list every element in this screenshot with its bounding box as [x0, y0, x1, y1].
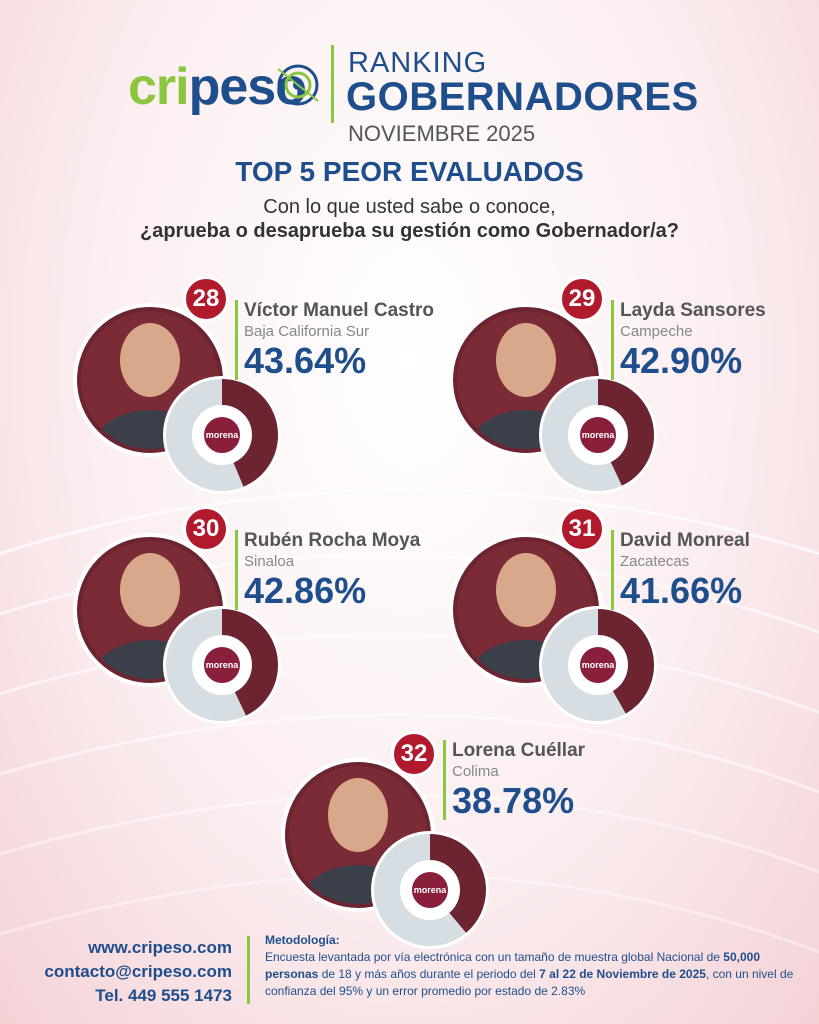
governor-state: Campeche [620, 323, 693, 340]
governor-chart [73, 303, 281, 494]
governor-name: Víctor Manuel Castro [244, 300, 435, 321]
donut-approve-slice [542, 609, 654, 721]
governor-chart [281, 758, 489, 949]
footer-contact: www.cripeso.com contacto@cripeso.com Tel… [20, 936, 232, 1008]
logo-text-cri: cri [128, 58, 190, 116]
party-name: morena [581, 430, 615, 440]
morena-party-logo: morena [201, 644, 243, 686]
methodology-title: Metodología: [265, 933, 340, 947]
governor-name: David Monreal [620, 530, 750, 551]
rank-badge: 28 [183, 276, 229, 322]
approval-percentage: 38.78% [452, 780, 575, 821]
methodology: Metodología: Encuesta levantada por vía … [265, 932, 795, 1000]
donut-approve-slice [166, 379, 278, 491]
footer-divider [247, 936, 250, 1004]
rank-badge: 30 [183, 506, 229, 552]
governor-info: Rubén Rocha Moya Sinaloa 42.86% [235, 530, 420, 610]
rank-badge: 31 [559, 506, 605, 552]
governor-name: Layda Sansores [620, 300, 766, 321]
website-link[interactable]: www.cripeso.com [88, 938, 232, 957]
governor-state: Zacatecas [620, 553, 690, 570]
governor-name: Rubén Rocha Moya [244, 530, 421, 551]
governor-state: Baja California Sur [244, 323, 370, 340]
governor-info: Layda Sansores Campeche 42.90% [611, 300, 766, 380]
governor-info: Víctor Manuel Castro Baja California Sur 4… [235, 300, 434, 380]
party-name: morena [205, 660, 239, 670]
header: cripeso RANKING GOBERNADORES NOVIEMBRE 2… [128, 45, 699, 146]
title-date: NOVIEMBRE 2025 [348, 121, 536, 146]
morena-party-logo: morena [201, 414, 243, 456]
governor-chart [449, 533, 657, 724]
approval-percentage: 42.86% [244, 570, 367, 611]
header-divider [331, 45, 334, 123]
title-gobernadores: GOBERNADORES [346, 75, 699, 119]
governor-state: Sinaloa [244, 553, 295, 570]
donut-approve-slice [374, 834, 486, 946]
donut-approve-slice [166, 609, 278, 721]
title-ranking: RANKING [348, 47, 488, 79]
governor-name: Lorena Cuéllar [452, 740, 586, 761]
methodology-text: Encuesta levantada por vía electrónica c… [265, 950, 794, 998]
section-subtitle: TOP 5 PEOR EVALUADOS [235, 156, 584, 187]
governor-chart [73, 533, 281, 724]
approval-percentage: 41.66% [620, 570, 743, 611]
morena-party-logo: morena [577, 644, 619, 686]
morena-party-logo: morena [577, 414, 619, 456]
governor-info: David Monreal Zacatecas 41.66% [611, 530, 750, 610]
party-name: morena [205, 430, 239, 440]
approval-percentage: 42.90% [620, 340, 743, 381]
rank-badge: 29 [559, 276, 605, 322]
governor-info: Lorena Cuéllar Colima 38.78% [443, 740, 585, 820]
question-line1: Con lo que usted sabe o conoce, [263, 196, 556, 218]
party-name: morena [413, 885, 447, 895]
governor-state: Colima [452, 763, 499, 780]
morena-party-logo: morena [409, 869, 451, 911]
donut-approve-slice [542, 379, 654, 491]
phone-number: Tel. 449 555 1473 [95, 986, 232, 1005]
governor-chart [449, 303, 657, 494]
question-line2: ¿aprueba o desaprueba su gestión como Go… [140, 220, 679, 242]
approval-percentage: 43.64% [244, 340, 367, 381]
rank-badge: 32 [391, 731, 437, 777]
target-icon [277, 64, 319, 106]
email-link[interactable]: contacto@cripeso.com [44, 962, 232, 981]
party-name: morena [581, 660, 615, 670]
